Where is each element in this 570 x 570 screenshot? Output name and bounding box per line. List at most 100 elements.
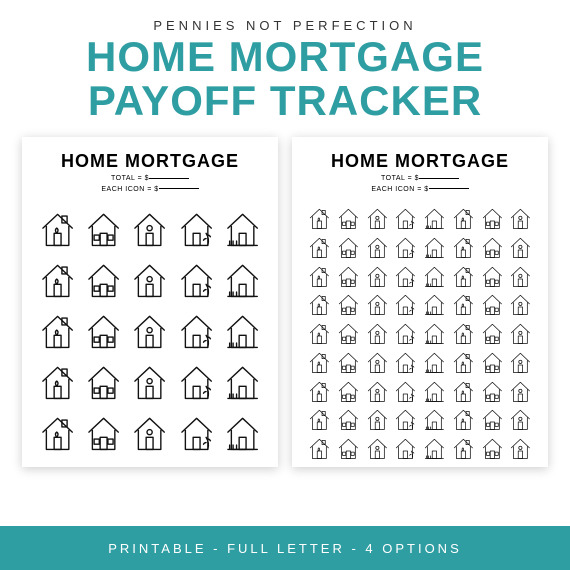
house-icon (175, 358, 218, 406)
house-icon (306, 349, 333, 376)
house-icon (221, 205, 264, 253)
house-icon (421, 320, 448, 347)
house-icon (392, 435, 419, 462)
house-icon (335, 320, 362, 347)
house-icon (450, 435, 477, 462)
house-icon (364, 291, 391, 318)
house-icon (306, 435, 333, 462)
house-icon (479, 234, 506, 261)
house-icon (392, 320, 419, 347)
house-icon (392, 378, 419, 405)
house-icon (450, 234, 477, 261)
sheet-title: HOME MORTGAGE (61, 151, 239, 172)
sheet-subheader: TOTAL = $ EACH ICON = $ (101, 174, 198, 195)
house-icon (507, 205, 534, 232)
house-icon (221, 409, 264, 457)
house-icon (221, 358, 264, 406)
main-title: HOME MORTGAGE PAYOFF TRACKER (86, 35, 484, 123)
house-icon (479, 406, 506, 433)
house-icon (507, 406, 534, 433)
house-icon (507, 378, 534, 405)
house-icon (421, 435, 448, 462)
house-icon (421, 205, 448, 232)
house-icon (306, 234, 333, 261)
house-icon (479, 205, 506, 232)
house-icon (507, 291, 534, 318)
house-icon (306, 291, 333, 318)
sheet-subheader: TOTAL = $ EACH ICON = $ (371, 174, 468, 195)
house-icon (479, 263, 506, 290)
house-icon (335, 349, 362, 376)
house-icon (507, 320, 534, 347)
house-icon (364, 435, 391, 462)
house-icon (364, 406, 391, 433)
house-icon (364, 205, 391, 232)
house-icon (306, 378, 333, 405)
house-icon (450, 291, 477, 318)
house-icon (335, 291, 362, 318)
house-icon (421, 406, 448, 433)
house-icon (128, 205, 171, 253)
house-icon (175, 409, 218, 457)
house-icon (335, 234, 362, 261)
icon-grid-25 (36, 205, 264, 457)
house-icon (450, 320, 477, 347)
house-icon (221, 307, 264, 355)
house-icon (364, 320, 391, 347)
house-icon (507, 435, 534, 462)
house-icon (306, 406, 333, 433)
house-icon (335, 263, 362, 290)
house-icon (82, 256, 125, 304)
house-icon (175, 205, 218, 253)
house-icon (306, 263, 333, 290)
brand-subtitle: PENNIES NOT PERFECTION (86, 18, 484, 33)
house-icon (364, 378, 391, 405)
house-icon (128, 256, 171, 304)
footer-band: PRINTABLE - FULL LETTER - 4 OPTIONS (0, 526, 570, 570)
house-icon (36, 256, 79, 304)
house-icon (36, 358, 79, 406)
house-icon (306, 320, 333, 347)
house-icon (335, 435, 362, 462)
house-icon (128, 358, 171, 406)
house-icon (128, 409, 171, 457)
house-icon (82, 409, 125, 457)
house-icon (421, 349, 448, 376)
house-icon (421, 234, 448, 261)
house-icon (479, 378, 506, 405)
house-icon (450, 205, 477, 232)
icon-grid-72 (306, 205, 534, 459)
house-icon (364, 263, 391, 290)
house-icon (364, 349, 391, 376)
title-line-2: PAYOFF TRACKER (88, 77, 482, 124)
house-icon (450, 263, 477, 290)
house-icon (421, 378, 448, 405)
house-icon (392, 291, 419, 318)
house-icon (221, 256, 264, 304)
house-icon (392, 263, 419, 290)
house-icon (306, 205, 333, 232)
house-icon (450, 349, 477, 376)
house-icon (392, 205, 419, 232)
house-icon (479, 349, 506, 376)
house-icon (392, 234, 419, 261)
house-icon (507, 234, 534, 261)
sheet-left: HOME MORTGAGE TOTAL = $ EACH ICON = $ (22, 137, 278, 467)
house-icon (36, 307, 79, 355)
house-icon (82, 307, 125, 355)
house-icon (82, 358, 125, 406)
house-icon (507, 349, 534, 376)
house-icon (450, 406, 477, 433)
house-icon (128, 307, 171, 355)
house-icon (479, 435, 506, 462)
sheet-right: HOME MORTGAGE TOTAL = $ EACH ICON = $ (292, 137, 548, 467)
house-icon (335, 406, 362, 433)
house-icon (421, 291, 448, 318)
house-icon (335, 205, 362, 232)
house-icon (479, 291, 506, 318)
house-icon (450, 378, 477, 405)
house-icon (175, 307, 218, 355)
house-icon (82, 205, 125, 253)
house-icon (175, 256, 218, 304)
house-icon (335, 378, 362, 405)
